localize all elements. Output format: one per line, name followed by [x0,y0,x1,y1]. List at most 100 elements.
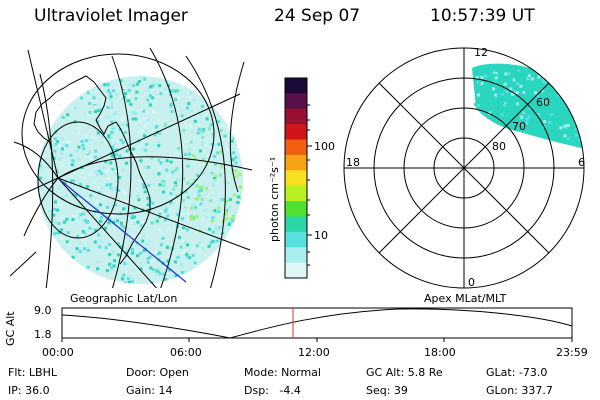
emission-pixel [117,176,121,179]
emission-pixel [153,133,157,137]
emission-pixel [172,89,176,93]
auroral-pixel [555,129,559,133]
emission-pixel [120,224,124,228]
emission-pixel [141,139,145,143]
emission-pixel [217,142,221,146]
emission-pixel [117,242,120,246]
emission-pixel [138,251,142,255]
emission-pixel [220,164,224,168]
emission-pixel [174,98,177,101]
emission-pixel [109,233,113,237]
emission-pixel [60,137,64,140]
emission-pixel [217,120,221,124]
auroral-pixel [559,126,563,130]
emission-pixel [123,262,127,266]
left-map-caption: Geographic Lat/Lon [70,292,178,305]
emission-pixel [146,257,150,261]
mlt-label-6: 6 [578,156,585,169]
auroral-pixel [519,69,523,73]
emission-pixel [207,127,211,131]
emission-pixel [119,138,123,142]
emission-pixel [110,131,114,134]
emission-pixel [165,168,169,172]
emission-pixel [151,96,155,100]
auroral-pixel [535,110,539,114]
emission-pixel [129,277,133,281]
emission-pixel [88,172,92,176]
emission-pixel [238,172,242,176]
emission-pixel [84,139,88,142]
emission-pixel [184,270,187,274]
emission-pixel [120,119,124,123]
auroral-pixel [546,126,550,130]
emission-pixel [91,267,95,271]
emission-pixel [207,244,211,248]
auroral-pixel [503,82,507,86]
emission-pixel [67,242,71,246]
auroral-pixel [533,91,537,95]
emission-pixel [114,111,118,115]
time-tick-1200: 12:00 [298,346,330,359]
auroral-pixel [542,100,546,104]
emission-pixel [56,217,60,221]
auroral-pixel [585,124,588,127]
emission-pixel [52,195,56,198]
emission-pixel [196,131,200,135]
emission-pixel [95,173,99,177]
emission-pixel [161,190,165,194]
emission-pixel [130,157,134,161]
emission-pixel [146,87,150,91]
auroral-pixel [561,121,565,125]
altitude-axis-label: GC Alt [4,311,17,346]
emission-pixel [87,137,91,141]
emission-pixel [214,212,218,216]
auroral-pixel [582,90,584,94]
auroral-pixel [475,76,479,79]
auroral-pixel [548,70,552,74]
emission-pixel [89,194,93,198]
auroral-pixel [525,117,529,121]
auroral-pixel [581,81,584,85]
emission-pixel [164,87,168,91]
emission-pixel [137,270,141,274]
emission-pixel [201,157,205,161]
auroral-pixel [574,133,578,137]
emission-pixel [187,152,191,156]
emission-pixel [53,137,57,141]
emission-pixel [124,234,128,238]
auroral-pixel [527,70,531,74]
emission-pixel [201,141,205,145]
auroral-pixel [585,78,588,81]
emission-pixel [127,94,131,98]
emission-pixel [53,218,57,222]
emission-pixel [82,147,86,151]
emission-pixel [178,89,182,92]
emission-pixel [167,83,170,87]
emission-pixel [234,169,238,173]
emission-pixel [168,268,172,272]
emission-pixel [169,104,173,108]
emission-pixel [154,250,158,254]
auroral-pixel [580,126,584,130]
auroral-pixel [504,99,508,103]
auroral-pixel [477,93,480,97]
auroral-pixel [490,69,494,73]
emission-pixel [77,157,81,161]
emission-pixel [115,187,119,191]
auroral-pixel [578,114,582,117]
emission-pixel [48,192,52,196]
emission-pixel [169,160,173,164]
auroral-pixel [560,65,564,69]
auroral-pixel [580,102,584,106]
emission-pixel [122,207,126,211]
emission-pixel [151,110,155,113]
emission-pixel [97,109,101,113]
emission-pixel [116,253,120,257]
emission-pixel [211,240,215,243]
emission-pixel [99,215,103,219]
emission-pixel [215,225,219,228]
auroral-region [472,63,584,150]
emission-pixel [159,206,163,210]
emission-pixel [177,95,180,99]
emission-pixel [224,212,228,216]
